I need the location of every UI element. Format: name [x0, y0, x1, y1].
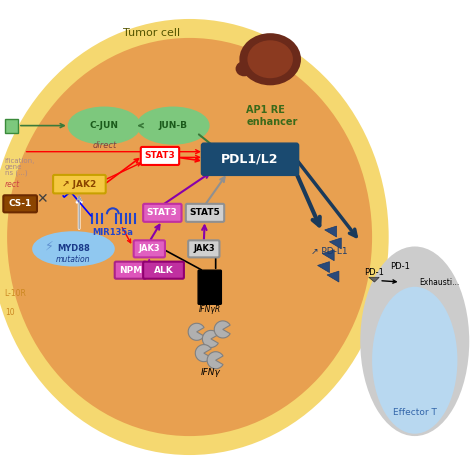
Text: Effector T: Effector T	[393, 408, 437, 417]
FancyBboxPatch shape	[201, 143, 299, 175]
Text: STAT3: STAT3	[147, 209, 177, 217]
Text: direct: direct	[92, 141, 117, 150]
FancyBboxPatch shape	[134, 240, 165, 257]
FancyBboxPatch shape	[115, 262, 146, 279]
Text: ↗ PD-L1: ↗ PD-L1	[311, 247, 348, 255]
Text: ↗ JAK2: ↗ JAK2	[62, 180, 96, 189]
FancyBboxPatch shape	[3, 195, 37, 212]
Ellipse shape	[137, 108, 209, 144]
Text: ALK: ALK	[154, 266, 173, 274]
Wedge shape	[207, 352, 223, 369]
Text: Exhausti...: Exhausti...	[419, 278, 460, 286]
Text: ns (...): ns (...)	[5, 169, 27, 176]
FancyBboxPatch shape	[143, 262, 184, 279]
Wedge shape	[188, 323, 204, 340]
Polygon shape	[325, 226, 337, 237]
Text: ⚡: ⚡	[46, 240, 54, 253]
Text: CS-1: CS-1	[8, 200, 32, 208]
Ellipse shape	[236, 61, 253, 76]
Ellipse shape	[0, 19, 389, 455]
Ellipse shape	[372, 287, 457, 434]
Text: IFNγR: IFNγR	[199, 305, 221, 313]
Text: NPM: NPM	[118, 266, 142, 274]
Polygon shape	[322, 250, 334, 261]
Text: PD-1: PD-1	[365, 268, 384, 277]
Text: rect: rect	[5, 181, 20, 189]
Text: 10: 10	[5, 309, 14, 317]
FancyBboxPatch shape	[53, 175, 106, 193]
Polygon shape	[369, 277, 379, 282]
FancyBboxPatch shape	[198, 270, 221, 304]
Text: Tumor cell: Tumor cell	[123, 28, 180, 38]
FancyBboxPatch shape	[143, 204, 182, 222]
Wedge shape	[202, 330, 219, 347]
Ellipse shape	[69, 108, 140, 144]
Wedge shape	[195, 345, 211, 362]
Polygon shape	[318, 262, 329, 273]
Text: ✕: ✕	[36, 192, 47, 206]
Text: MIR135a: MIR135a	[92, 228, 133, 237]
Text: JUN-B: JUN-B	[158, 121, 188, 130]
Text: PD-1: PD-1	[391, 262, 410, 271]
Text: gene: gene	[5, 164, 22, 170]
Polygon shape	[327, 271, 339, 282]
Ellipse shape	[360, 246, 469, 436]
Text: IFNγ: IFNγ	[201, 368, 221, 376]
FancyBboxPatch shape	[141, 147, 179, 165]
Ellipse shape	[247, 40, 293, 78]
FancyBboxPatch shape	[5, 119, 18, 133]
Text: JAK3: JAK3	[193, 245, 215, 253]
Text: C-JUN: C-JUN	[90, 121, 119, 130]
Text: STAT3: STAT3	[145, 152, 175, 160]
FancyBboxPatch shape	[186, 204, 224, 222]
FancyBboxPatch shape	[188, 240, 219, 257]
Text: ification,: ification,	[5, 158, 35, 164]
Text: STAT5: STAT5	[190, 209, 220, 217]
Text: L-10R: L-10R	[5, 290, 27, 298]
Ellipse shape	[239, 33, 301, 85]
Text: JAK3: JAK3	[138, 245, 160, 253]
Text: mutation: mutation	[56, 255, 91, 264]
Ellipse shape	[7, 38, 372, 436]
Ellipse shape	[33, 232, 114, 265]
Text: MYD88: MYD88	[57, 245, 90, 253]
Polygon shape	[329, 238, 341, 249]
Text: PDL1/L2: PDL1/L2	[221, 153, 279, 166]
Wedge shape	[214, 321, 230, 338]
Text: AP1 RE
enhancer: AP1 RE enhancer	[246, 105, 298, 127]
